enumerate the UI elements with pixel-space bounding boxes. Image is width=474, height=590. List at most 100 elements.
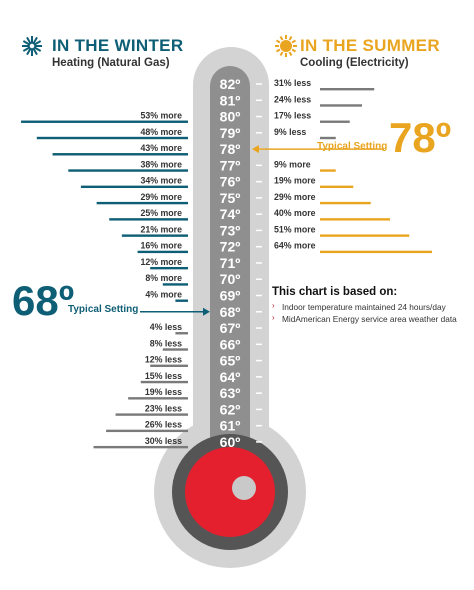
- cooling-data-label: 9% less: [274, 127, 306, 137]
- cooling-bar: [320, 234, 410, 237]
- sun-ray: [275, 39, 281, 44]
- summer-pointer-arrow: [252, 145, 259, 154]
- summer-typical-value: 78º: [389, 114, 452, 161]
- heating-data-label: 12% less: [145, 355, 182, 365]
- heating-bar: [96, 201, 188, 205]
- cooling-bar: [320, 185, 354, 189]
- temperature-tick-label: 75º: [220, 190, 241, 206]
- thermometer-bulb-highlight: [232, 476, 256, 500]
- temperature-tick-label: 62º: [220, 401, 241, 417]
- thermometer-tube: [210, 66, 250, 466]
- note-item: MidAmerican Energy service area weather …: [282, 314, 457, 324]
- temperature-tick-label: 73º: [220, 222, 241, 238]
- temperature-tick-label: 80º: [220, 109, 241, 125]
- notes-title: This chart is based on:: [272, 286, 398, 298]
- winter-typical-value: 68º: [12, 277, 75, 324]
- heating-bar: [121, 234, 188, 237]
- thermometer-bulb: [185, 447, 275, 537]
- temperature-tick-label: 69º: [220, 288, 241, 304]
- temperature-tick-label: 82º: [220, 76, 241, 92]
- cooling-bar: [320, 201, 371, 205]
- cooling-data-label: 19% more: [274, 176, 316, 186]
- heating-bar: [36, 136, 188, 140]
- summer-subtitle: Cooling (Electricity): [300, 57, 409, 69]
- temperature-tick-label: 67º: [220, 320, 241, 336]
- cooling-data-label: 40% more: [274, 208, 316, 218]
- heating-data-label: 48% more: [140, 127, 182, 137]
- heating-bar: [150, 266, 188, 270]
- heating-data-label: 26% less: [145, 420, 182, 430]
- sun-core: [280, 40, 292, 52]
- heating-bar: [175, 299, 188, 302]
- temperature-tick-label: 63º: [220, 385, 241, 401]
- sun-ray: [291, 48, 297, 53]
- heating-data-label: 34% more: [140, 176, 182, 186]
- sun-ray: [288, 35, 293, 41]
- cooling-bar: [320, 250, 432, 254]
- sun-ray: [275, 48, 281, 53]
- heating-bar: [52, 153, 188, 156]
- temperature-tick-label: 76º: [220, 174, 241, 190]
- sun-ray: [279, 35, 284, 41]
- temperature-tick-label: 64º: [220, 369, 241, 385]
- chevron-right-icon: ›: [272, 313, 275, 322]
- heating-data-label: 19% less: [145, 387, 182, 397]
- temperature-tick-label: 72º: [220, 239, 241, 255]
- heating-data-label: 25% more: [140, 208, 182, 218]
- temperature-tick-label: 70º: [220, 271, 241, 287]
- cooling-data-label: 29% more: [274, 192, 316, 202]
- heating-bar: [137, 250, 188, 254]
- cooling-data-label: 24% less: [274, 94, 311, 104]
- heating-bar: [80, 185, 188, 189]
- cooling-data-label: 9% more: [274, 159, 311, 169]
- summer-typical-label: Typical Setting: [317, 141, 388, 152]
- summer-title: IN THE SUMMER: [300, 36, 440, 55]
- heating-data-label: 23% less: [145, 403, 182, 413]
- heating-data-label: 30% less: [145, 436, 182, 446]
- heating-bar: [128, 397, 188, 400]
- heating-bar: [140, 380, 188, 384]
- temperature-tick-label: 61º: [220, 418, 241, 434]
- heating-data-label: 4% less: [150, 322, 182, 332]
- heating-bar: [106, 429, 188, 433]
- cooling-data-label: 64% more: [274, 241, 316, 251]
- temperature-tick-label: 74º: [220, 206, 241, 222]
- cooling-data-label: 51% more: [274, 224, 316, 234]
- winter-typical-label: Typical Setting: [68, 304, 139, 315]
- winter-subtitle: Heating (Natural Gas): [52, 57, 170, 69]
- heating-data-label: 8% less: [150, 338, 182, 348]
- heating-data-label: 15% less: [145, 371, 182, 381]
- cooling-bar: [320, 120, 350, 123]
- temperature-tick-label: 77º: [220, 157, 241, 173]
- chevron-right-icon: ›: [272, 301, 275, 310]
- heating-data-label: 12% more: [140, 257, 182, 267]
- cooling-data-label: 17% less: [274, 111, 311, 121]
- cooling-bar: [320, 104, 362, 107]
- sun-ray: [288, 51, 293, 57]
- sun-icon: [275, 35, 297, 57]
- note-item: Indoor temperature maintained 24 hours/d…: [282, 302, 446, 312]
- temperature-tick-label: 68º: [220, 304, 241, 320]
- temperature-tick-label: 65º: [220, 353, 241, 369]
- heating-bar: [162, 348, 188, 351]
- temperature-tick-label: 60º: [220, 434, 241, 450]
- snowflake-icon: [22, 36, 42, 56]
- cooling-bar: [320, 218, 390, 221]
- temperature-tick-label: 78º: [220, 141, 241, 157]
- temperature-tick-label: 79º: [220, 125, 241, 141]
- cooling-bar: [320, 169, 336, 172]
- cooling-bar: [320, 88, 375, 91]
- snowflake-center: [28, 42, 36, 50]
- heating-data-label: 8% more: [145, 273, 182, 283]
- heating-bar: [150, 364, 188, 367]
- temperature-tick-label: 81º: [220, 92, 241, 108]
- heating-bar: [93, 445, 188, 449]
- heating-bar: [109, 218, 188, 221]
- heating-data-label: 21% more: [140, 224, 182, 234]
- heating-data-label: 43% more: [140, 143, 182, 153]
- cooling-data-label: 31% less: [274, 78, 311, 88]
- heating-data-label: 38% more: [140, 159, 182, 169]
- sun-ray: [291, 39, 297, 44]
